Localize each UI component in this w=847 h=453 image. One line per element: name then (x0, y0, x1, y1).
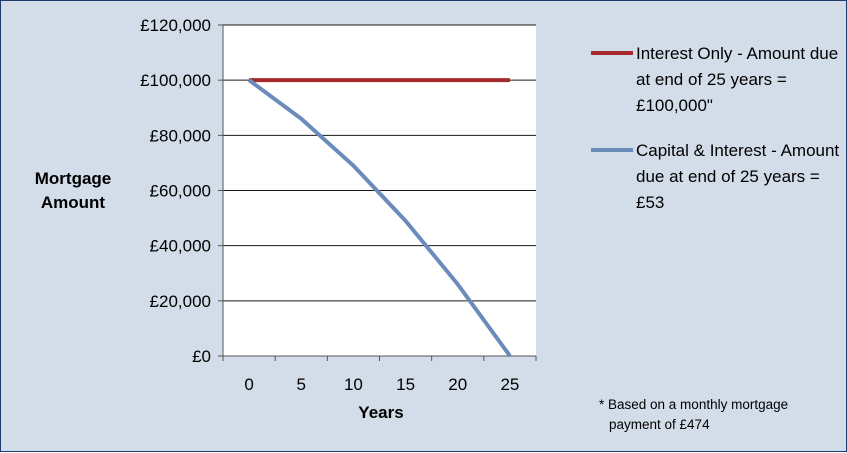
y-tick-label: £100,000 (140, 71, 211, 90)
series-lines (247, 78, 512, 358)
footnote: * Based on a monthly mortgage payment of… (599, 395, 839, 435)
x-axis-title: Years (358, 403, 404, 422)
footnote-line-1: * Based on a monthly mortgage (599, 397, 789, 412)
legend-item-capital-interest: Capital & Interest - Amount due at end o… (591, 138, 841, 216)
legend-item-interest-only: Interest Only - Amount due at end of 25 … (591, 41, 841, 119)
legend: Interest Only - Amount due at end of 25 … (591, 41, 841, 235)
y-tick-label: £80,000 (150, 126, 211, 145)
x-tick-label: 25 (500, 375, 519, 394)
y-axis-title: Mortgage Amount (34, 169, 112, 212)
x-tick-label: 10 (344, 375, 363, 394)
x-tick-label: 5 (297, 375, 306, 394)
y-tick-label: £0 (192, 347, 211, 366)
footnote-line-2: payment of £474 (609, 417, 710, 432)
axes: £0 £20,000 £40,000 £60,000 £80,000 £100,000 £1… (140, 16, 537, 394)
legend-label-interest-only: Interest Only - Amount due at end of 25 … (636, 44, 839, 115)
y-tick-label: £60,000 (150, 182, 211, 201)
legend-label-capital-interest: Capital & Interest - Amount due at end o… (636, 141, 840, 212)
y-tick-label: £20,000 (150, 292, 211, 311)
series-line-capital-interest (247, 78, 512, 358)
legend-swatch-capital-interest (591, 148, 633, 152)
x-tick-label: 20 (448, 375, 467, 394)
y-tick-label: £120,000 (140, 16, 211, 35)
y-tick-label: £40,000 (150, 237, 211, 256)
x-tick-label: 0 (244, 375, 253, 394)
legend-swatch-interest-only (591, 51, 633, 55)
x-tick-label: 15 (396, 375, 415, 394)
